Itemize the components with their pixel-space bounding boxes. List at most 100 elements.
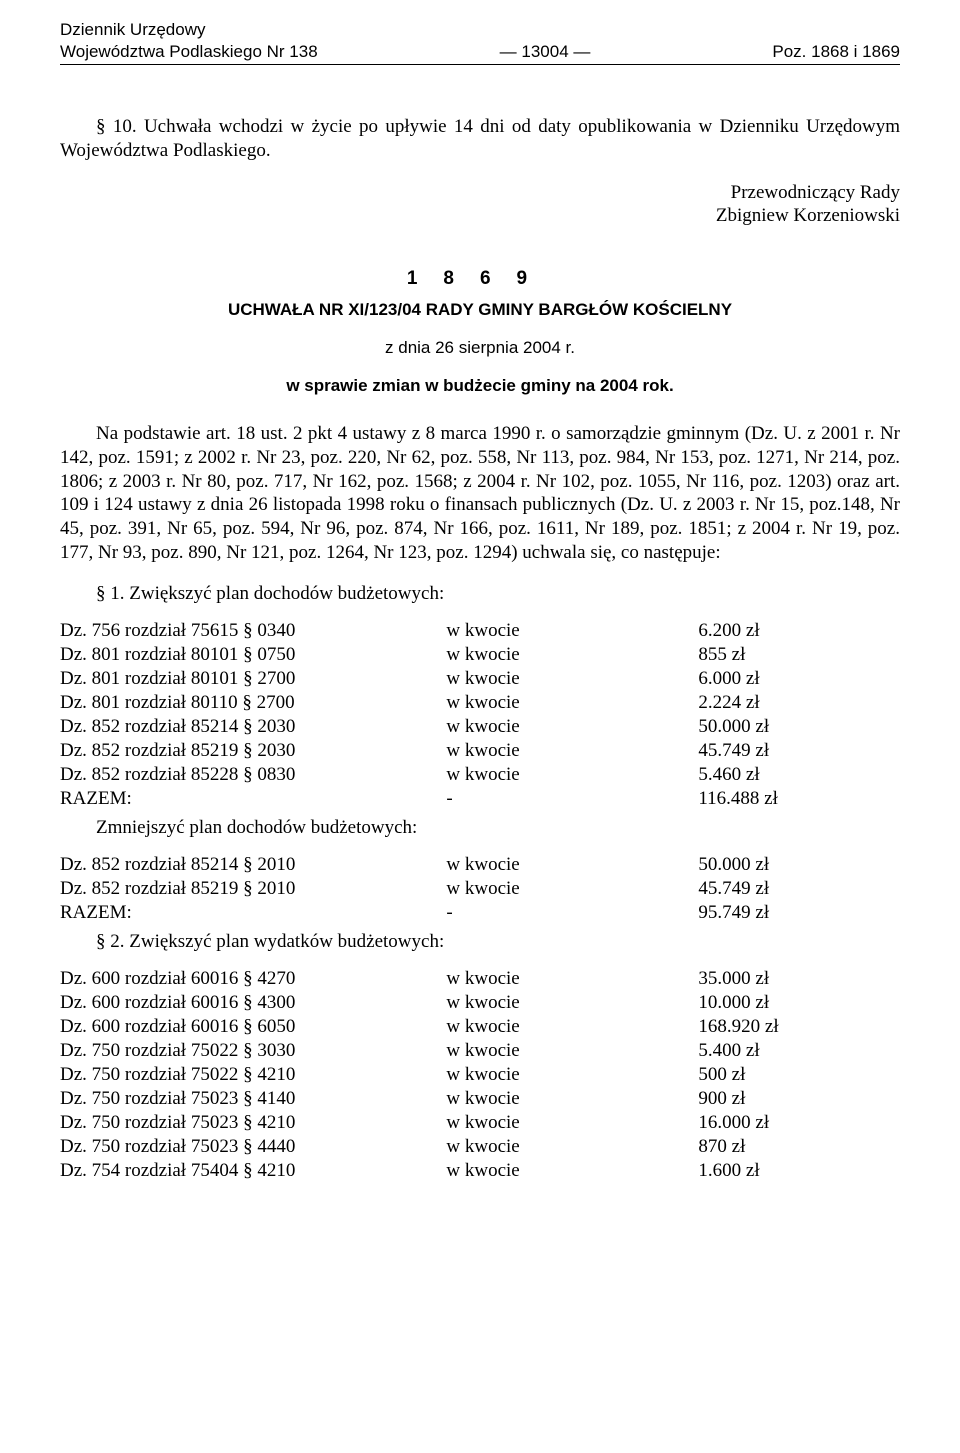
table-row: Dz. 852 rozdział 85219 § 2030w kwocie45.…: [60, 739, 900, 763]
table-cell: Dz. 756 rozdział 75615 § 0340: [60, 619, 446, 643]
table-cell: Dz. 754 rozdział 75404 § 4210: [60, 1159, 446, 1183]
table-cell: w kwocie: [446, 739, 698, 763]
table-cell: Dz. 801 rozdział 80101 § 0750: [60, 643, 446, 667]
decrease-income-title: Zmniejszyć plan dochodów budżetowych:: [96, 817, 900, 839]
table-cell: Dz. 600 rozdział 60016 § 4270: [60, 967, 446, 991]
table-cell: w kwocie: [446, 991, 698, 1015]
table-cell: 6.000 zł: [698, 667, 900, 691]
table-row: Dz. 852 rozdział 85228 § 0830w kwocie5.4…: [60, 763, 900, 787]
table-cell: RAZEM:: [60, 787, 446, 811]
table-row: Dz. 750 rozdział 75023 § 4440w kwocie870…: [60, 1135, 900, 1159]
table-row: Dz. 750 rozdział 75023 § 4140w kwocie900…: [60, 1087, 900, 1111]
table-cell: w kwocie: [446, 1111, 698, 1135]
table-cell: 6.200 zł: [698, 619, 900, 643]
table-row: Dz. 801 rozdział 80101 § 0750w kwocie855…: [60, 643, 900, 667]
table-cell: w kwocie: [446, 877, 698, 901]
table-cell: RAZEM:: [60, 901, 446, 925]
table-cell: 855 zł: [698, 643, 900, 667]
table-cell: w kwocie: [446, 763, 698, 787]
table-row: Dz. 852 rozdział 85219 § 2010w kwocie45.…: [60, 877, 900, 901]
table-cell: Dz. 750 rozdział 75023 § 4210: [60, 1111, 446, 1135]
table-row: Dz. 750 rozdział 75023 § 4210w kwocie16.…: [60, 1111, 900, 1135]
table-cell: Dz. 852 rozdział 85214 § 2030: [60, 715, 446, 739]
table-cell: 5.460 zł: [698, 763, 900, 787]
table-cell: 50.000 zł: [698, 853, 900, 877]
table-row: Dz. 801 rozdział 80101 § 2700w kwocie6.0…: [60, 667, 900, 691]
table-cell: 1.600 zł: [698, 1159, 900, 1183]
table-cell: Dz. 600 rozdział 60016 § 4300: [60, 991, 446, 1015]
table-cell: w kwocie: [446, 1087, 698, 1111]
table-cell: 5.400 zł: [698, 1039, 900, 1063]
table-cell: Dz. 750 rozdział 75023 § 4140: [60, 1087, 446, 1111]
table-cell: w kwocie: [446, 667, 698, 691]
act-title: UCHWAŁA NR XI/123/04 RADY GMINY BARGŁÓW …: [60, 300, 900, 320]
act-date: z dnia 26 sierpnia 2004 r.: [60, 338, 900, 358]
table-cell: w kwocie: [446, 1063, 698, 1087]
table-cell: Dz. 852 rozdział 85214 § 2010: [60, 853, 446, 877]
table-cell: w kwocie: [446, 619, 698, 643]
table-row: Dz. 600 rozdział 60016 § 4300w kwocie10.…: [60, 991, 900, 1015]
table-cell: 168.920 zł: [698, 1015, 900, 1039]
signature-name: Zbigniew Korzeniowski: [60, 204, 900, 228]
table-cell: Dz. 600 rozdział 60016 § 6050: [60, 1015, 446, 1039]
table-row: Dz. 600 rozdział 60016 § 6050w kwocie168…: [60, 1015, 900, 1039]
table-cell: Dz. 750 rozdział 75022 § 3030: [60, 1039, 446, 1063]
table-row: Dz. 852 rozdział 85214 § 2010w kwocie50.…: [60, 853, 900, 877]
table-row: RAZEM:-116.488 zł: [60, 787, 900, 811]
table-row: Dz. 801 rozdział 80110 § 2700w kwocie2.2…: [60, 691, 900, 715]
table-cell: w kwocie: [446, 715, 698, 739]
table-cell: Dz. 852 rozdział 85228 § 0830: [60, 763, 446, 787]
table-cell: 45.749 zł: [698, 877, 900, 901]
table-cell: w kwocie: [446, 691, 698, 715]
section-1-title: § 1. Zwiększyć plan dochodów budżetowych…: [60, 583, 900, 605]
header-poz: Poz. 1868 i 1869: [772, 42, 900, 62]
table-cell: Dz. 852 rozdział 85219 § 2030: [60, 739, 446, 763]
header-page-number: 13004: [500, 42, 591, 62]
increase-income-table: Dz. 756 rozdział 75615 § 0340w kwocie6.2…: [60, 619, 900, 811]
table-cell: w kwocie: [446, 1135, 698, 1159]
table-cell: 900 zł: [698, 1087, 900, 1111]
table-cell: w kwocie: [446, 853, 698, 877]
table-cell: 50.000 zł: [698, 715, 900, 739]
act-subject: w sprawie zmian w budżecie gminy na 2004…: [60, 376, 900, 396]
table-cell: -: [446, 901, 698, 925]
table-cell: 500 zł: [698, 1063, 900, 1087]
increase-expense-table: Dz. 600 rozdział 60016 § 4270w kwocie35.…: [60, 967, 900, 1183]
table-cell: 35.000 zł: [698, 967, 900, 991]
signature-role: Przewodniczący Rady: [60, 181, 900, 205]
header-journal-title: Dziennik Urzędowy: [60, 20, 206, 40]
decrease-income-table: Dz. 852 rozdział 85214 § 2010w kwocie50.…: [60, 853, 900, 925]
table-row: Dz. 750 rozdział 75022 § 3030w kwocie5.4…: [60, 1039, 900, 1063]
table-cell: w kwocie: [446, 1015, 698, 1039]
table-row: Dz. 750 rozdział 75022 § 4210w kwocie500…: [60, 1063, 900, 1087]
table-cell: Dz. 801 rozdział 80110 § 2700: [60, 691, 446, 715]
signature-block: Przewodniczący Rady Zbigniew Korzeniowsk…: [60, 181, 900, 229]
table-cell: w kwocie: [446, 967, 698, 991]
header-row-1: Dziennik Urzędowy: [60, 20, 900, 40]
table-cell: -: [446, 787, 698, 811]
table-cell: Dz. 750 rozdział 75023 § 4440: [60, 1135, 446, 1159]
page: Dziennik Urzędowy Województwa Podlaskieg…: [0, 0, 960, 1225]
table-cell: Dz. 852 rozdział 85219 § 2010: [60, 877, 446, 901]
table-row: Dz. 756 rozdział 75615 § 0340w kwocie6.2…: [60, 619, 900, 643]
table-cell: w kwocie: [446, 1039, 698, 1063]
legal-basis: Na podstawie art. 18 ust. 2 pkt 4 ustawy…: [60, 422, 900, 565]
table-cell: Dz. 801 rozdział 80101 § 2700: [60, 667, 446, 691]
intro-paragraph: § 10. Uchwała wchodzi w życie po upływie…: [60, 115, 900, 163]
header-row-2: Województwa Podlaskiego Nr 138 13004 Poz…: [60, 42, 900, 65]
table-row: Dz. 852 rozdział 85214 § 2030w kwocie50.…: [60, 715, 900, 739]
header-wojewodztwo: Województwa Podlaskiego Nr 138: [60, 42, 318, 62]
table-row: Dz. 754 rozdział 75404 § 4210w kwocie1.6…: [60, 1159, 900, 1183]
table-row: Dz. 600 rozdział 60016 § 4270w kwocie35.…: [60, 967, 900, 991]
section-2-title: § 2. Zwiększyć plan wydatków budżetowych…: [60, 931, 900, 953]
table-cell: 45.749 zł: [698, 739, 900, 763]
act-number: 1869: [60, 268, 900, 290]
table-cell: 95.749 zł: [698, 901, 900, 925]
table-cell: w kwocie: [446, 643, 698, 667]
table-cell: 2.224 zł: [698, 691, 900, 715]
table-cell: 116.488 zł: [698, 787, 900, 811]
table-cell: 16.000 zł: [698, 1111, 900, 1135]
table-cell: w kwocie: [446, 1159, 698, 1183]
table-cell: Dz. 750 rozdział 75022 § 4210: [60, 1063, 446, 1087]
table-cell: 870 zł: [698, 1135, 900, 1159]
